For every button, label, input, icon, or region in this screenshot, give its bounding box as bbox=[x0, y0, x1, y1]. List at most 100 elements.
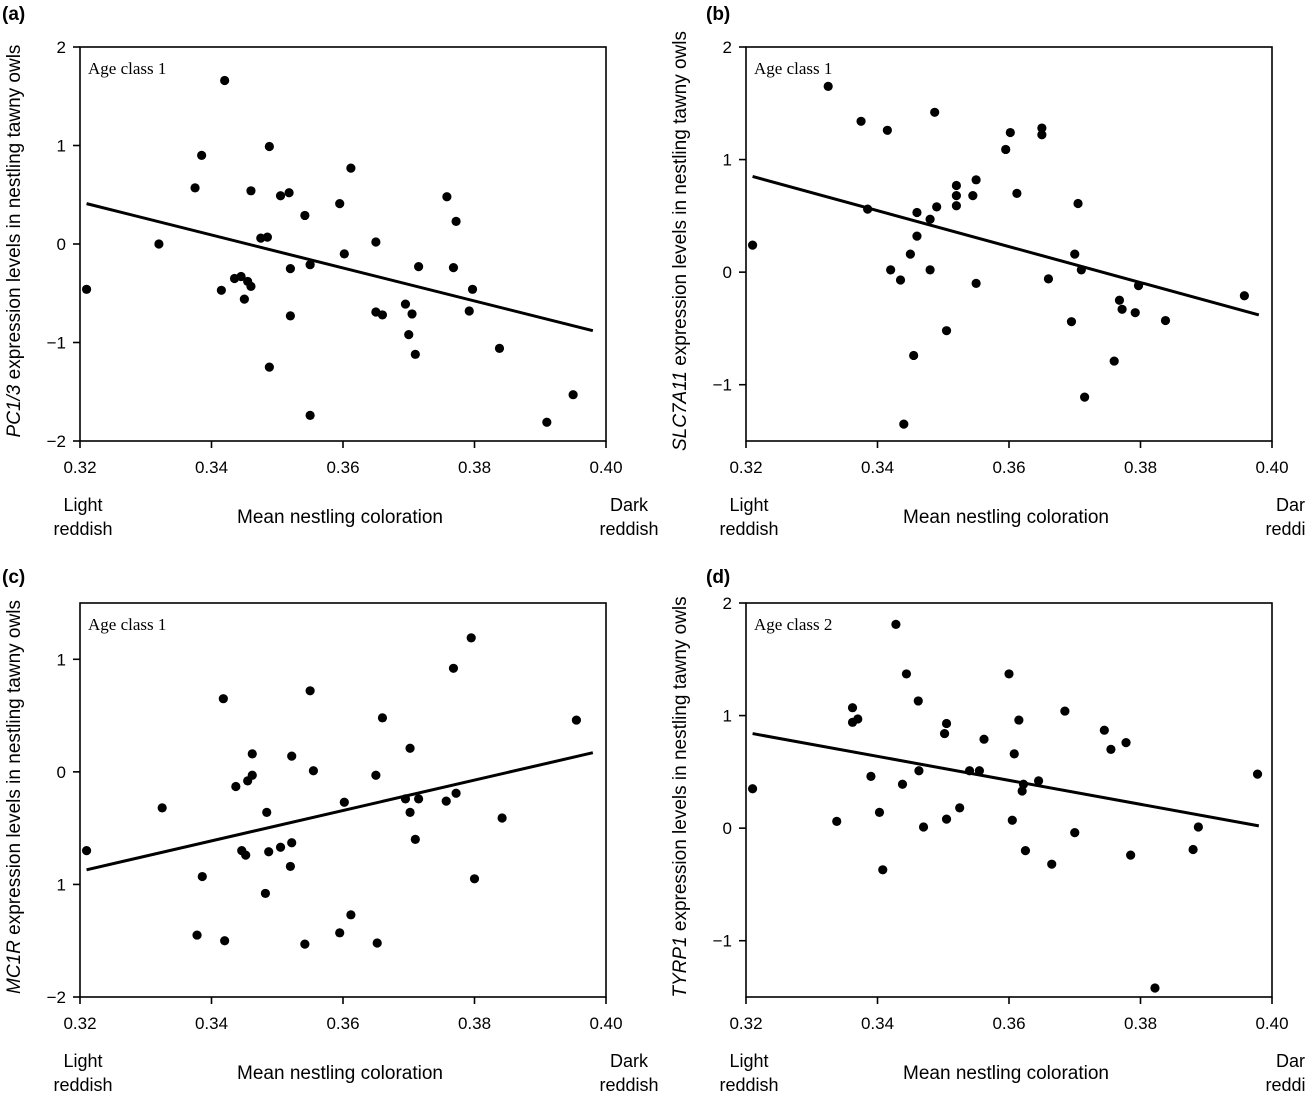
x-tick-label: 0.36 bbox=[326, 458, 359, 477]
data-point bbox=[448, 663, 459, 673]
data-point bbox=[901, 669, 912, 679]
data-point bbox=[264, 141, 274, 152]
x-right-end-label: reddish bbox=[599, 1075, 658, 1095]
data-point bbox=[497, 813, 507, 823]
plot-frame bbox=[745, 46, 1273, 442]
y-tick-label: 2 bbox=[723, 38, 732, 57]
data-point bbox=[1005, 127, 1015, 138]
data-point bbox=[346, 910, 356, 920]
data-point bbox=[1043, 274, 1054, 284]
y-axis-title: SLC7A11 expression levels in nestling ta… bbox=[670, 31, 691, 451]
data-point bbox=[974, 766, 985, 776]
data-point bbox=[1009, 749, 1019, 759]
data-point bbox=[346, 163, 356, 173]
data-point bbox=[405, 807, 415, 817]
data-point bbox=[220, 75, 230, 86]
y-axis-gene-name: SLC7A11 bbox=[670, 371, 691, 451]
x-axis-title: Mean nestling coloration bbox=[903, 1063, 1109, 1084]
data-point bbox=[216, 285, 226, 295]
data-point bbox=[448, 263, 459, 273]
panel-label: (a) bbox=[2, 4, 25, 25]
data-point bbox=[247, 749, 257, 759]
data-point bbox=[1114, 295, 1125, 305]
data-point bbox=[410, 349, 420, 359]
data-point bbox=[414, 262, 424, 272]
data-point bbox=[878, 865, 888, 875]
data-point bbox=[410, 834, 420, 845]
x-tick-label: 0.36 bbox=[326, 1014, 359, 1033]
data-point bbox=[951, 201, 962, 211]
data-point bbox=[264, 362, 274, 372]
data-point bbox=[1073, 198, 1083, 209]
data-point bbox=[941, 326, 952, 336]
panel-a: (a) Age class 1 0.32 0.34 0.36 0.38 0.40 −2 −1 0 1… bbox=[2, 4, 659, 539]
data-point bbox=[285, 264, 295, 274]
regression-line bbox=[86, 202, 594, 333]
data-point bbox=[220, 936, 230, 946]
y-axis-title: PC1/3 expression levels in nestling tawn… bbox=[4, 45, 25, 438]
data-point bbox=[1150, 983, 1160, 993]
x-tick-label: 0.34 bbox=[861, 1014, 894, 1033]
data-point bbox=[371, 237, 381, 247]
data-point bbox=[1121, 737, 1131, 748]
data-point bbox=[1060, 706, 1070, 716]
data-point bbox=[971, 175, 981, 185]
data-point bbox=[941, 718, 952, 729]
data-point bbox=[1037, 123, 1047, 133]
x-left-end-label: Light bbox=[63, 1051, 102, 1071]
data-point bbox=[913, 696, 923, 706]
y-tick-label: 0 bbox=[57, 763, 66, 782]
plot-frame bbox=[745, 602, 1273, 998]
data-point bbox=[968, 190, 978, 201]
y-axis-title-rest: expression levels in nestling tawny owls bbox=[670, 31, 691, 371]
data-point bbox=[400, 794, 411, 804]
data-point bbox=[895, 275, 906, 285]
data-point bbox=[377, 713, 388, 723]
data-point bbox=[371, 770, 381, 780]
data-point bbox=[405, 743, 415, 753]
data-point bbox=[305, 686, 315, 696]
y-axis-title: TYRP1 expression levels in nestling tawn… bbox=[670, 596, 691, 997]
data-point bbox=[1012, 188, 1022, 198]
x-tick-label: 0.34 bbox=[861, 458, 894, 477]
data-point bbox=[951, 190, 962, 201]
data-point bbox=[467, 284, 478, 294]
data-point bbox=[451, 216, 461, 226]
data-point bbox=[275, 842, 286, 852]
x-tick-label: 0.34 bbox=[195, 1014, 228, 1033]
data-point bbox=[1252, 769, 1263, 779]
data-point bbox=[372, 938, 382, 948]
data-point bbox=[853, 714, 863, 724]
data-point bbox=[466, 633, 476, 643]
data-point bbox=[847, 703, 858, 713]
x-tick-label: 0.40 bbox=[1255, 458, 1288, 477]
data-point bbox=[747, 784, 758, 794]
data-point bbox=[262, 232, 272, 242]
data-point bbox=[1014, 715, 1024, 725]
x-tick-label: 0.32 bbox=[63, 1014, 96, 1033]
data-point bbox=[260, 888, 271, 899]
y-tick-label: −1 bbox=[713, 932, 732, 951]
x-right-end-label: Dark bbox=[610, 1051, 649, 1071]
y-tick-label: −1 bbox=[47, 334, 66, 353]
y-axis-title: MC1R expression levels in nestling tawny… bbox=[4, 600, 25, 994]
data-point bbox=[955, 803, 965, 813]
y-tick-label: −2 bbox=[47, 432, 66, 451]
data-point bbox=[856, 116, 866, 126]
data-point bbox=[832, 816, 842, 826]
data-point bbox=[1047, 859, 1057, 869]
panel-b: (b) Age class 1 0.32 0.34 0.36 0.38 0.40 −1 0 1 2 M… bbox=[670, 4, 1305, 539]
data-point bbox=[1099, 725, 1109, 735]
data-point bbox=[236, 271, 246, 282]
data-point bbox=[932, 202, 942, 212]
data-point bbox=[241, 850, 251, 860]
y-tick-label: 0 bbox=[57, 235, 66, 254]
data-point bbox=[300, 210, 310, 221]
data-point bbox=[246, 281, 256, 291]
data-point bbox=[154, 239, 164, 249]
data-point bbox=[335, 199, 345, 209]
panel-c: (c) Age class 1 0.32 0.34 0.36 0.38 0.40 −2 1 0 1 M… bbox=[2, 567, 659, 1095]
data-point bbox=[451, 788, 461, 798]
data-point bbox=[914, 766, 924, 776]
